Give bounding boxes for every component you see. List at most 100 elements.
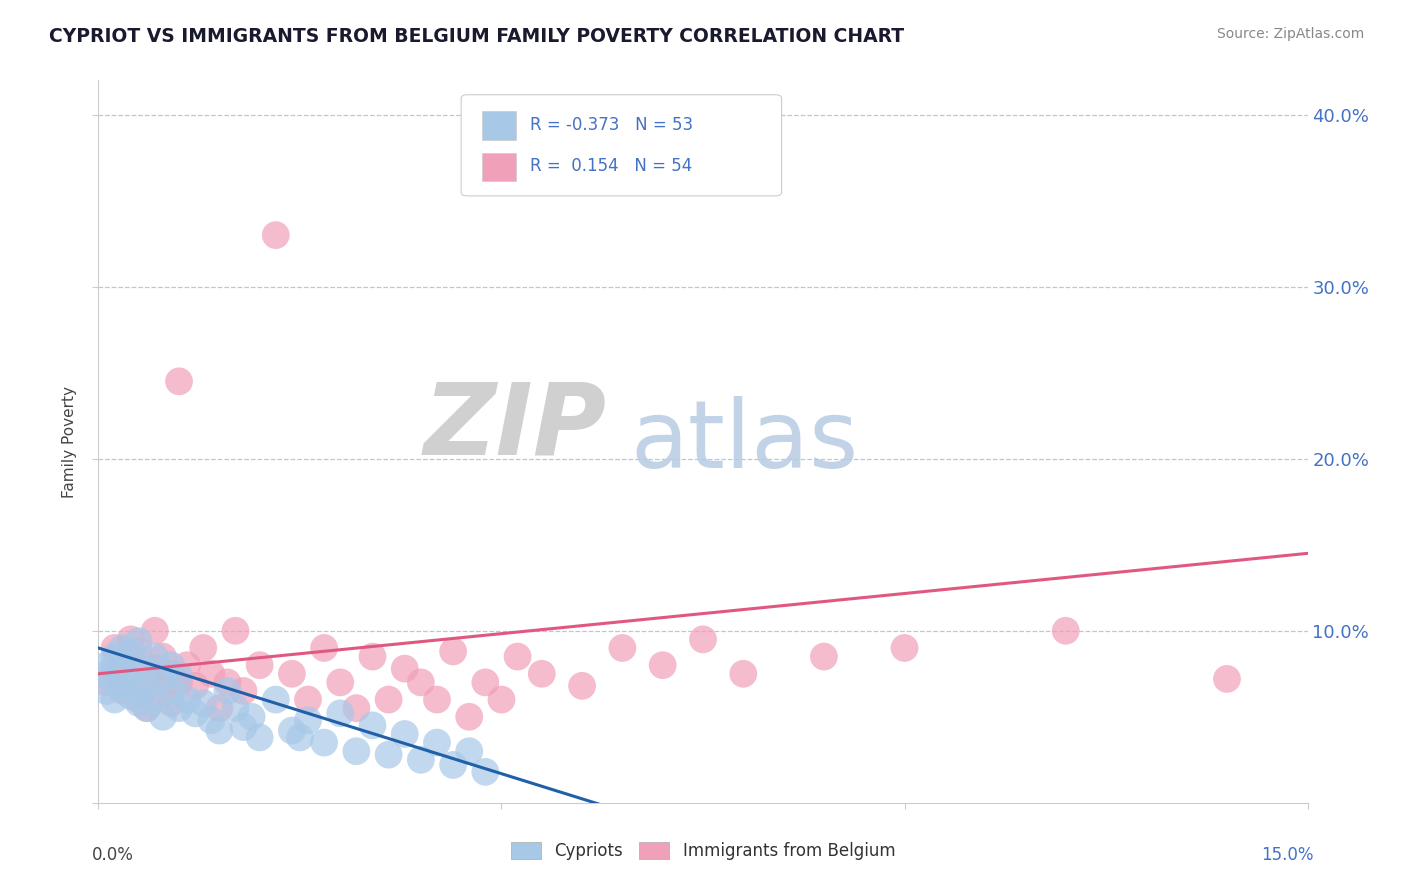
Point [297, 713, 319, 727]
Point [264, 692, 287, 706]
Point [96, 684, 118, 698]
Point [361, 649, 384, 664]
Point [217, 684, 239, 698]
Point [103, 675, 125, 690]
Point [217, 675, 239, 690]
Text: CYPRIOT VS IMMIGRANTS FROM BELGIUM FAMILY POVERTY CORRELATION CHART: CYPRIOT VS IMMIGRANTS FROM BELGIUM FAMIL… [49, 27, 904, 45]
Point [135, 701, 157, 715]
Point [329, 675, 352, 690]
Point [232, 684, 254, 698]
Point [344, 744, 367, 758]
FancyBboxPatch shape [461, 95, 782, 196]
Point [167, 701, 190, 715]
Point [167, 375, 190, 389]
Point [458, 744, 481, 758]
Point [208, 723, 231, 738]
Point [111, 672, 134, 686]
Point [96, 666, 118, 681]
Point [152, 710, 174, 724]
Point [128, 696, 150, 710]
Point [167, 668, 190, 682]
Point [893, 640, 915, 655]
Point [152, 684, 174, 698]
Point [96, 675, 118, 690]
Point [143, 692, 166, 706]
Point [571, 679, 593, 693]
Point [128, 634, 150, 648]
Point [135, 662, 157, 676]
Point [96, 658, 118, 673]
Point [249, 658, 271, 673]
Point [103, 666, 125, 681]
Point [651, 658, 673, 673]
Point [103, 649, 125, 664]
Point [200, 713, 222, 727]
Point [152, 672, 174, 686]
Point [143, 624, 166, 638]
Point [441, 758, 464, 772]
Point [176, 692, 198, 706]
Point [184, 679, 207, 693]
Point [813, 649, 835, 664]
Point [281, 666, 304, 681]
Point [361, 718, 384, 732]
Point [143, 649, 166, 664]
Point [135, 679, 157, 693]
Point [264, 228, 287, 243]
Point [193, 696, 215, 710]
Point [128, 686, 150, 700]
Point [111, 655, 134, 669]
Text: R = -0.373   N = 53: R = -0.373 N = 53 [530, 116, 693, 134]
Point [240, 710, 263, 724]
Point [426, 692, 449, 706]
Point [426, 735, 449, 749]
Point [733, 666, 755, 681]
Point [441, 644, 464, 658]
Point [120, 632, 142, 647]
Point [394, 727, 416, 741]
Text: Source: ZipAtlas.com: Source: ZipAtlas.com [1216, 27, 1364, 41]
Point [184, 706, 207, 721]
Point [344, 701, 367, 715]
Text: 15.0%: 15.0% [1261, 847, 1313, 864]
Point [612, 640, 634, 655]
Point [152, 649, 174, 664]
Point [474, 764, 496, 779]
Point [692, 632, 714, 647]
Legend: Cypriots, Immigrants from Belgium: Cypriots, Immigrants from Belgium [503, 835, 903, 867]
Text: ZIP: ZIP [423, 378, 606, 475]
Point [249, 731, 271, 745]
Point [224, 701, 246, 715]
Point [232, 720, 254, 734]
Point [193, 640, 215, 655]
Point [160, 696, 183, 710]
Bar [482, 112, 516, 140]
Point [120, 649, 142, 664]
Point [128, 644, 150, 658]
Point [329, 706, 352, 721]
Text: atlas: atlas [630, 395, 859, 488]
Point [314, 735, 336, 749]
Text: R =  0.154   N = 54: R = 0.154 N = 54 [530, 157, 692, 175]
Point [491, 692, 513, 706]
Point [288, 731, 311, 745]
Point [120, 644, 142, 658]
Point [200, 666, 222, 681]
Point [103, 692, 125, 706]
Point [176, 658, 198, 673]
Point [1216, 672, 1239, 686]
Point [103, 662, 125, 676]
Point [135, 701, 157, 715]
Point [409, 753, 432, 767]
Y-axis label: Family Poverty: Family Poverty [62, 385, 77, 498]
Point [314, 640, 336, 655]
Bar [482, 153, 516, 181]
Point [224, 624, 246, 638]
Point [111, 640, 134, 655]
Point [506, 649, 529, 664]
Point [474, 675, 496, 690]
Point [167, 675, 190, 690]
Point [377, 747, 399, 762]
Point [111, 658, 134, 673]
Point [143, 662, 166, 676]
